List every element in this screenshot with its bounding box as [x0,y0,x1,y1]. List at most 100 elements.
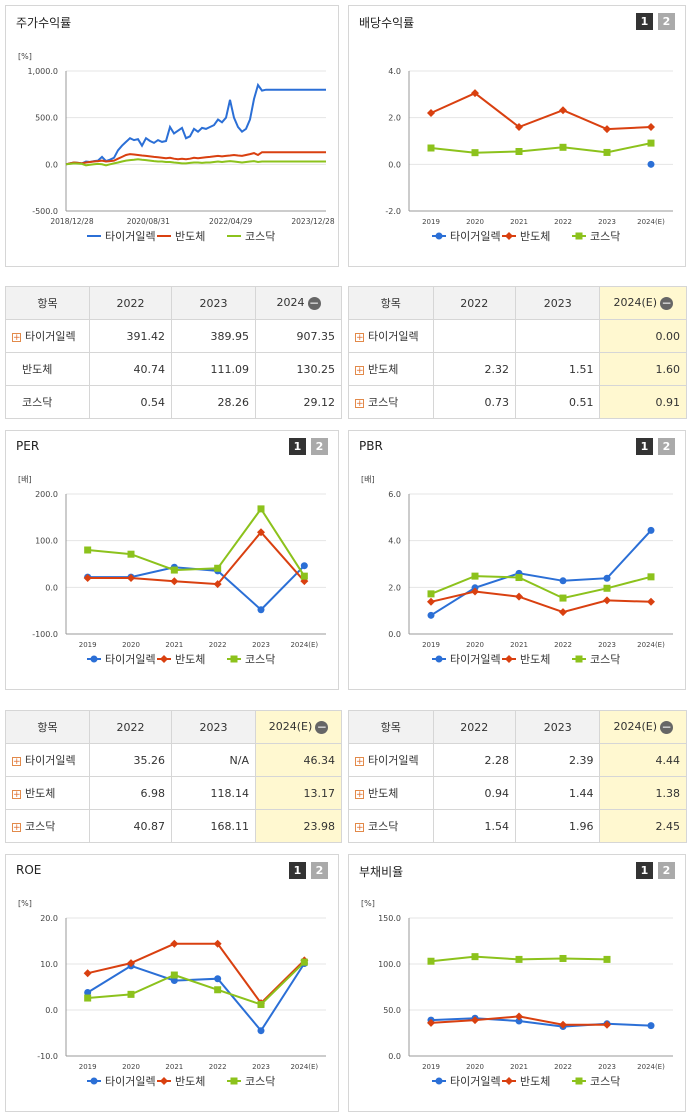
value-cell: 0.73 [432,385,516,419]
value-cell [432,319,516,353]
view-1-button[interactable]: 1 [289,438,306,455]
view-2-button[interactable]: 2 [658,13,675,30]
point-semi [515,1012,523,1021]
series-line-tiger [65,82,326,166]
view-2-button[interactable]: 2 [658,438,675,455]
view-1-button[interactable]: 1 [636,862,653,879]
value-cell: 111.09 [171,352,256,386]
y-tick-label: -10.0 [37,1052,58,1061]
collapse-icon[interactable]: − [315,719,329,734]
dividend-yield-table: 항목 2022 2023 2024(E) − + 타이거일렉 0.00 + 반도체 2.32 1.51… [348,286,687,419]
value-cell: 1.44 [514,776,601,810]
view-2-button[interactable]: 2 [311,438,328,455]
expand-icon[interactable]: + [12,332,21,343]
x-tick-label: 2023 [252,1063,270,1071]
y-tick-label: 0.0 [388,160,401,169]
y-tick-label: 4.0 [388,537,401,546]
y-unit-label: [%] [18,899,32,908]
point-tiger [214,975,222,983]
x-tick-label: 2024(E) [637,1063,665,1071]
value-cell: 1.60 [599,352,687,386]
x-tick-label: 2024(E) [290,1063,318,1071]
legend-marker [505,1077,513,1085]
y-tick-label: 0.0 [388,1052,401,1061]
y-tick-label: 0.0 [45,1006,58,1015]
value-cell: 118.14 [171,776,256,810]
value-cell: 907.35 [255,319,342,353]
point-kosdaq [471,149,479,157]
x-tick-label: 2020 [466,641,484,649]
x-tick-label: 2022 [554,641,572,649]
collapse-icon[interactable]: − [307,295,321,310]
table-header-cell: 2024(E) − [599,286,687,320]
expand-icon[interactable]: + [355,332,364,343]
view-1-button[interactable]: 1 [289,862,306,879]
series-line-kosdaq [65,158,326,167]
expand-icon[interactable]: + [355,398,364,409]
value-cell: 35.26 [89,743,172,777]
table-header-cell: 2024(E) − [255,710,342,744]
y-tick-label: 500.0 [35,114,58,123]
series-line-semi [430,590,652,614]
point-semi [300,577,309,586]
y-tick-label: 100.0 [35,537,58,546]
x-tick-label: 2022 [209,641,227,649]
y-unit-label: [배] [361,475,375,484]
y-tick-label: 0.0 [45,160,58,169]
legend-label: 코스닥 [590,230,620,243]
expand-icon[interactable]: + [12,822,21,833]
x-tick-label: 2019 [79,641,97,649]
point-kosdaq [300,572,308,580]
point-semi [603,125,611,134]
expand-icon[interactable]: + [355,365,364,376]
table-row: + 반도체 0.94 1.44 1.38 [348,776,687,810]
legend-label: 코스닥 [245,653,275,666]
table-row: + 타이거일렉 35.26 N/A 46.34 [5,743,342,777]
view-1-button[interactable]: 1 [636,13,653,30]
collapse-icon[interactable]: − [660,719,673,734]
view-2-button[interactable]: 2 [311,862,328,879]
view-1-button[interactable]: 1 [636,438,653,455]
y-unit-label: [배] [18,475,32,484]
y-tick-label: 4.0 [388,67,401,76]
value-cell: 4.44 [599,743,687,777]
expand-icon[interactable]: + [12,789,21,800]
point-semi [257,528,265,537]
point-kosdaq [559,143,567,151]
table-row: + 타이거일렉 391.42 389.95 907.35 [5,319,342,353]
y-tick-label: -2.0 [385,207,401,216]
point-kosdaq [603,584,611,592]
row-label: 반도체 [5,352,90,386]
point-semi [427,109,435,117]
point-tiger [427,611,435,619]
value-cell: 391.42 [89,319,172,353]
debt-ratio-chart: [%]150.0 100.0 50.0 0.0 2019 2020 2021 2022 2023… [361,899,673,1088]
expand-icon[interactable]: + [355,756,364,767]
legend-label: 코스닥 [590,653,620,666]
expand-icon[interactable]: + [355,822,364,833]
value-cell: 389.95 [171,319,256,353]
value-cell: 0.00 [599,319,687,353]
value-cell: 2.39 [514,743,601,777]
y-tick-label: 20.0 [40,914,58,923]
y-tick-label: 50.0 [383,1006,401,1015]
expand-icon[interactable]: + [355,789,364,800]
x-tick-label: 2023 [252,641,270,649]
legend-label: 타이거일렉 [105,1074,156,1088]
y-tick-label: 6.0 [388,490,401,499]
x-tick-label: 2021 [510,641,528,649]
value-cell: 0.51 [514,385,601,419]
series-line-tiger [430,529,652,617]
point-semi [603,1020,611,1029]
legend-label: 반도체 [520,230,550,243]
view-2-button[interactable]: 2 [658,862,675,879]
point-tiger [300,562,308,570]
point-semi [471,1016,479,1025]
expand-icon[interactable]: + [12,756,21,767]
collapse-icon[interactable]: − [660,295,673,310]
point-semi [603,596,611,605]
panel-title: 부채비율 [359,865,404,879]
table-row: + 코스닥 1.54 1.96 2.45 [348,809,687,843]
legend-marker [90,655,98,663]
